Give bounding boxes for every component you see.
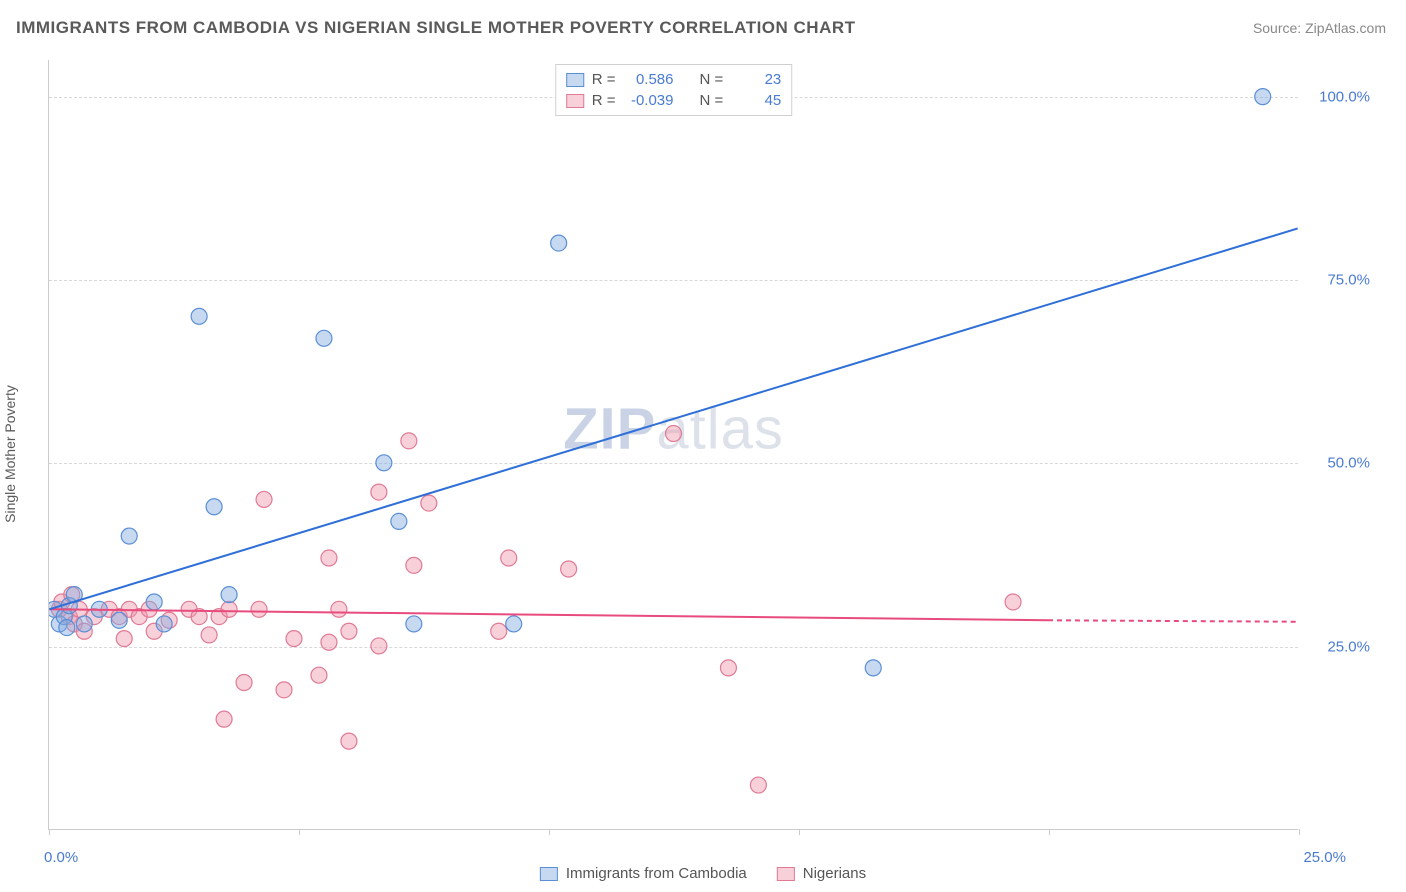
- data-point: [221, 587, 237, 603]
- data-point: [111, 612, 127, 628]
- data-point: [401, 433, 417, 449]
- data-point: [666, 426, 682, 442]
- series2-label: Nigerians: [803, 865, 866, 882]
- data-point: [121, 528, 137, 544]
- scatter-plot-svg: [49, 60, 1298, 829]
- swatch-series2: [566, 94, 584, 108]
- data-point: [321, 550, 337, 566]
- data-point: [551, 235, 567, 251]
- data-point: [406, 616, 422, 632]
- swatch-series1: [566, 73, 584, 87]
- data-point: [341, 623, 357, 639]
- data-point: [201, 627, 217, 643]
- y-tick-label: 50.0%: [1327, 455, 1370, 472]
- plot-area: R = 0.586 N = 23 R = -0.039 N = 45 ZIPat…: [48, 60, 1298, 830]
- data-point: [1005, 594, 1021, 610]
- data-point: [1255, 89, 1271, 105]
- n-label: N =: [700, 71, 724, 88]
- legend-item-series2: Nigerians: [777, 865, 866, 882]
- data-point: [276, 682, 292, 698]
- data-point: [371, 638, 387, 654]
- data-point: [341, 733, 357, 749]
- y-tick-label: 100.0%: [1319, 88, 1370, 105]
- data-point: [561, 561, 577, 577]
- legend-item-series1: Immigrants from Cambodia: [540, 865, 747, 882]
- swatch-series2-icon: [777, 867, 795, 881]
- data-point: [376, 455, 392, 471]
- data-point: [76, 616, 92, 632]
- data-point: [191, 308, 207, 324]
- legend-row-series1: R = 0.586 N = 23: [566, 69, 782, 90]
- data-point: [116, 631, 132, 647]
- data-point: [321, 634, 337, 650]
- x-tick: [299, 829, 300, 835]
- x-tick: [549, 829, 550, 835]
- trend-line: [1048, 620, 1298, 621]
- data-point: [501, 550, 517, 566]
- x-tick: [49, 829, 50, 835]
- y-tick-label: 75.0%: [1327, 272, 1370, 289]
- n-value-series1: 23: [731, 71, 781, 88]
- data-point: [750, 777, 766, 793]
- data-point: [256, 491, 272, 507]
- legend-row-series2: R = -0.039 N = 45: [566, 90, 782, 111]
- x-tick: [1049, 829, 1050, 835]
- x-tick: [799, 829, 800, 835]
- r-label: R =: [592, 71, 616, 88]
- data-point: [221, 601, 237, 617]
- y-axis-label: Single Mother Poverty: [2, 385, 18, 523]
- y-tick-label: 25.0%: [1327, 638, 1370, 655]
- swatch-series1-icon: [540, 867, 558, 881]
- data-point: [421, 495, 437, 511]
- r-value-series2: -0.039: [624, 92, 674, 109]
- r-label: R =: [592, 92, 616, 109]
- x-tick-25: 25.0%: [1303, 849, 1346, 866]
- correlation-legend: R = 0.586 N = 23 R = -0.039 N = 45: [555, 64, 793, 116]
- data-point: [865, 660, 881, 676]
- data-point: [371, 484, 387, 500]
- data-point: [316, 330, 332, 346]
- data-point: [251, 601, 267, 617]
- data-point: [146, 594, 162, 610]
- series-legend: Immigrants from Cambodia Nigerians: [540, 865, 866, 882]
- trend-line: [49, 228, 1297, 609]
- data-point: [491, 623, 507, 639]
- n-label: N =: [700, 92, 724, 109]
- data-point: [311, 667, 327, 683]
- x-tick-0: 0.0%: [44, 849, 78, 866]
- data-point: [59, 620, 75, 636]
- series1-label: Immigrants from Cambodia: [566, 865, 747, 882]
- data-point: [206, 499, 222, 515]
- chart-container: IMMIGRANTS FROM CAMBODIA VS NIGERIAN SIN…: [0, 0, 1406, 892]
- data-point: [391, 513, 407, 529]
- n-value-series2: 45: [731, 92, 781, 109]
- chart-title: IMMIGRANTS FROM CAMBODIA VS NIGERIAN SIN…: [16, 18, 856, 38]
- data-point: [156, 616, 172, 632]
- data-point: [216, 711, 232, 727]
- data-point: [406, 557, 422, 573]
- data-point: [331, 601, 347, 617]
- data-point: [286, 631, 302, 647]
- x-tick: [1299, 829, 1300, 835]
- r-value-series1: 0.586: [624, 71, 674, 88]
- data-point: [720, 660, 736, 676]
- data-point: [236, 675, 252, 691]
- data-point: [506, 616, 522, 632]
- source-attribution: Source: ZipAtlas.com: [1253, 20, 1386, 36]
